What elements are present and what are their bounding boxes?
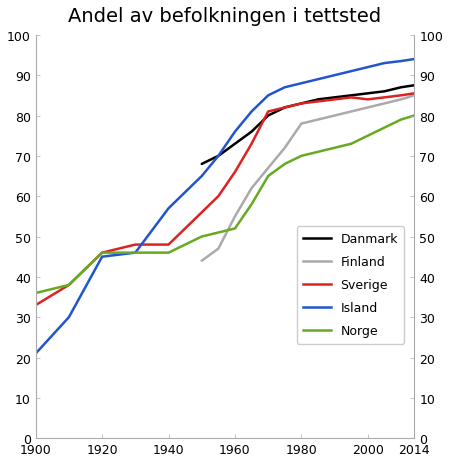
Island: [398, 59, 404, 65]
Sverige: [199, 210, 204, 216]
Sverige: [216, 194, 221, 200]
Norge: [133, 250, 138, 256]
Danmark: [216, 154, 221, 159]
Norge: [365, 134, 370, 139]
Norge: [266, 174, 271, 179]
Finland: [365, 106, 370, 111]
Danmark: [249, 130, 254, 135]
Sverige: [166, 242, 171, 248]
Island: [348, 69, 354, 75]
Norge: [382, 125, 387, 131]
Danmark: [365, 91, 370, 97]
Norge: [232, 226, 238, 232]
Danmark: [348, 94, 354, 99]
Island: [166, 206, 171, 212]
Sverige: [266, 109, 271, 115]
Line: Sverige: Sverige: [36, 94, 414, 306]
Norge: [166, 250, 171, 256]
Danmark: [332, 95, 338, 101]
Island: [382, 61, 387, 67]
Finland: [299, 121, 304, 127]
Island: [299, 81, 304, 87]
Line: Island: Island: [36, 60, 414, 354]
Finland: [232, 214, 238, 219]
Sverige: [99, 250, 105, 256]
Danmark: [299, 101, 304, 107]
Sverige: [33, 303, 38, 308]
Island: [412, 57, 417, 63]
Finland: [216, 246, 221, 252]
Sverige: [348, 95, 354, 101]
Island: [266, 94, 271, 99]
Finland: [412, 94, 417, 99]
Norge: [216, 230, 221, 236]
Finland: [249, 186, 254, 192]
Sverige: [365, 97, 370, 103]
Norge: [299, 154, 304, 159]
Finland: [398, 97, 404, 103]
Legend: Danmark, Finland, Sverige, Island, Norge: Danmark, Finland, Sverige, Island, Norge: [297, 227, 404, 344]
Island: [282, 85, 288, 91]
Sverige: [382, 95, 387, 101]
Island: [332, 73, 338, 79]
Sverige: [282, 106, 288, 111]
Sverige: [299, 101, 304, 107]
Finland: [315, 118, 321, 123]
Danmark: [232, 142, 238, 147]
Danmark: [266, 113, 271, 119]
Norge: [249, 202, 254, 207]
Island: [216, 154, 221, 159]
Finland: [332, 113, 338, 119]
Norge: [199, 234, 204, 240]
Sverige: [133, 242, 138, 248]
Danmark: [398, 85, 404, 91]
Norge: [99, 250, 105, 256]
Norge: [33, 291, 38, 296]
Sverige: [412, 91, 417, 97]
Norge: [348, 142, 354, 147]
Finland: [266, 166, 271, 171]
Danmark: [199, 162, 204, 167]
Island: [99, 254, 105, 260]
Finland: [348, 109, 354, 115]
Sverige: [315, 100, 321, 105]
Sverige: [66, 282, 72, 288]
Line: Norge: Norge: [36, 116, 414, 294]
Danmark: [382, 89, 387, 95]
Norge: [412, 113, 417, 119]
Danmark: [315, 97, 321, 103]
Sverige: [398, 94, 404, 99]
Norge: [66, 282, 72, 288]
Finland: [382, 101, 387, 107]
Island: [33, 351, 38, 357]
Island: [249, 109, 254, 115]
Island: [199, 174, 204, 179]
Sverige: [232, 170, 238, 175]
Island: [232, 130, 238, 135]
Island: [365, 65, 370, 71]
Island: [315, 77, 321, 83]
Sverige: [249, 142, 254, 147]
Danmark: [412, 83, 417, 89]
Title: Andel av befolkningen i tettsted: Andel av befolkningen i tettsted: [68, 7, 382, 26]
Norge: [332, 146, 338, 151]
Finland: [199, 258, 204, 264]
Island: [133, 250, 138, 256]
Line: Danmark: Danmark: [202, 86, 414, 164]
Island: [66, 315, 72, 320]
Danmark: [282, 106, 288, 111]
Norge: [315, 150, 321, 155]
Norge: [282, 162, 288, 167]
Sverige: [332, 97, 338, 103]
Norge: [398, 118, 404, 123]
Line: Finland: Finland: [202, 96, 414, 261]
Finland: [282, 146, 288, 151]
